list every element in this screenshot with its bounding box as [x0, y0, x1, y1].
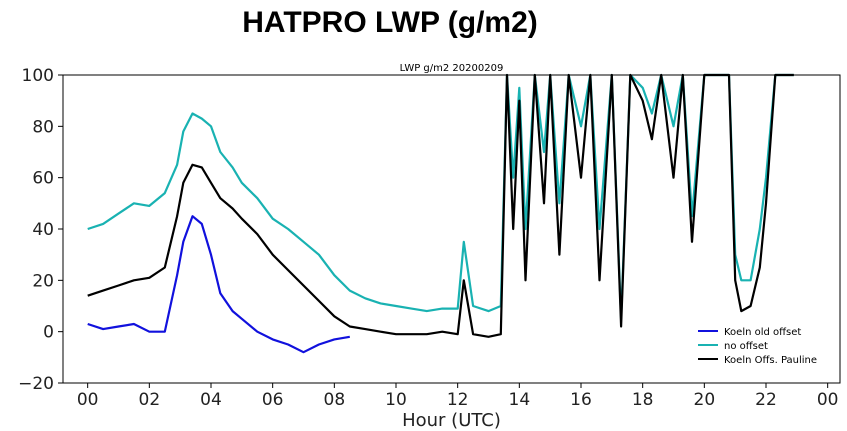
y-axis: −20 0 20 40 60 80 100 — [18, 66, 63, 394]
x-tick-label: 22 — [755, 390, 777, 410]
x-tick-label: 06 — [262, 390, 284, 410]
x-tick-label: 20 — [694, 390, 716, 410]
y-tick-label: −20 — [18, 374, 54, 394]
legend-label: Koeln Offs. Pauline — [724, 355, 817, 366]
page-title: HATPRO LWP (g/m2) — [242, 6, 538, 39]
legend-label: no offset — [724, 341, 768, 352]
chart-title: LWP g/m2 20200209 — [400, 63, 504, 74]
x-tick-label: 04 — [200, 390, 222, 410]
x-tick-label: 16 — [570, 390, 592, 410]
y-tick-label: 40 — [32, 220, 54, 240]
legend-label: Koeln old offset — [724, 327, 801, 338]
x-axis-label: Hour (UTC) — [402, 410, 501, 431]
y-tick-label: 20 — [32, 271, 54, 291]
y-tick-label: 100 — [22, 66, 54, 86]
series-line-2 — [87, 215, 350, 354]
x-tick-label: 14 — [509, 390, 531, 410]
x-axis: 00 02 04 06 08 10 12 14 16 18 20 22 00 — [77, 383, 839, 410]
series-line-0 — [87, 73, 794, 320]
legend: Koeln old offset no offset Koeln Offs. Pau… — [692, 323, 838, 373]
y-tick-label: 0 — [43, 323, 54, 343]
x-tick-label: 00 — [817, 390, 839, 410]
x-tick-label: 02 — [139, 390, 161, 410]
x-tick-label: 00 — [77, 390, 99, 410]
series-line-1 — [87, 73, 794, 338]
x-tick-label: 08 — [324, 390, 346, 410]
x-tick-label: 18 — [632, 390, 654, 410]
x-tick-label: 10 — [385, 390, 407, 410]
y-tick-label: 80 — [32, 117, 54, 137]
y-tick-label: 60 — [32, 169, 54, 189]
series-layer — [87, 73, 794, 354]
x-tick-label: 12 — [447, 390, 469, 410]
